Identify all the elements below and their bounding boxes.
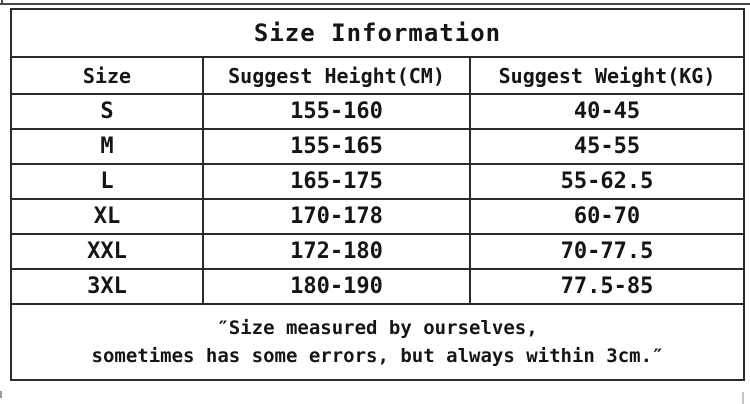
size-cell: XXL [10, 233, 204, 270]
size-cell: 3XL [10, 268, 204, 305]
column-header-weight: Suggest Weight(KG) [469, 56, 745, 95]
table-row: L 165-175 55-62.5 [10, 163, 745, 200]
table-title: Size Information [10, 8, 745, 58]
height-cell: 155-160 [202, 93, 471, 130]
title-row: Size Information [10, 8, 745, 58]
table-row: S 155-160 40-45 [10, 93, 745, 130]
weight-cell: 55-62.5 [469, 163, 745, 200]
top-left-crop-tick [1, 0, 3, 5]
note-line-1: ″Size measured by ourselves, [217, 317, 538, 339]
column-header-height: Suggest Height(CM) [202, 56, 471, 95]
height-cell: 170-178 [202, 198, 471, 235]
bottom-right-crop-tick [742, 392, 744, 404]
height-cell: 165-175 [202, 163, 471, 200]
table-row: 3XL 180-190 77.5-85 [10, 268, 745, 305]
note-row: ″Size measured by ourselves, sometimes h… [10, 303, 745, 381]
top-crop-line [0, 3, 750, 5]
weight-cell: 60-70 [469, 198, 745, 235]
table-row: M 155-165 45-55 [10, 128, 745, 165]
weight-cell: 40-45 [469, 93, 745, 130]
weight-cell: 70-77.5 [469, 233, 745, 270]
height-cell: 155-165 [202, 128, 471, 165]
height-cell: 180-190 [202, 268, 471, 305]
bottom-left-crop-tick [0, 391, 2, 398]
size-cell: XL [10, 198, 204, 235]
table-row: XXL 172-180 70-77.5 [10, 233, 745, 270]
measurement-note: ″Size measured by ourselves, sometimes h… [10, 303, 745, 381]
size-cell: S [10, 93, 204, 130]
column-header-size: Size [10, 56, 204, 95]
height-cell: 172-180 [202, 233, 471, 270]
header-row: Size Suggest Height(CM) Suggest Weight(K… [10, 56, 745, 95]
weight-cell: 77.5-85 [469, 268, 745, 305]
size-information-table: Size Information Size Suggest Height(CM)… [10, 8, 745, 381]
weight-cell: 45-55 [469, 128, 745, 165]
note-line-2: sometimes has some errors, but always wi… [91, 345, 664, 367]
table-row: XL 170-178 60-70 [10, 198, 745, 235]
size-cell: L [10, 163, 204, 200]
size-cell: M [10, 128, 204, 165]
